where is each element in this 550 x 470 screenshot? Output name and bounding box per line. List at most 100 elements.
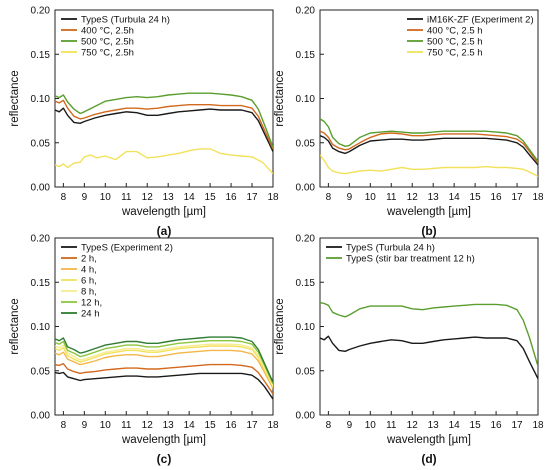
x-tick-label: 13 (163, 192, 175, 203)
series-line-4 (55, 345, 273, 388)
series-group (55, 336, 273, 400)
x-tick-label: 12 (407, 420, 419, 431)
x-axis-label: wavelength [µm] (386, 434, 471, 446)
x-tick-label: 14 (184, 192, 196, 203)
y-tick-label: 0.15 (296, 50, 316, 61)
panel-label: (d) (421, 452, 436, 466)
legend-entry: iM16K-ZF (Experiment 2) (427, 14, 534, 25)
y-tick-label: 0.00 (31, 183, 51, 194)
series-group (320, 301, 538, 380)
x-tick-label: 12 (407, 192, 419, 203)
legend-entry: TypeS (Turbula 24 h) (346, 242, 435, 253)
x-tick-label: 8 (326, 192, 332, 203)
y-tick-label: 0.10 (296, 94, 316, 105)
y-tick-label: 0.00 (296, 183, 316, 194)
legend-entry: 24 h (81, 308, 100, 319)
x-tick-label: 13 (163, 420, 175, 431)
x-tick-label: 12 (142, 192, 154, 203)
series-line-3 (55, 349, 273, 389)
x-tick-label: 18 (532, 192, 544, 203)
x-tick-label: 14 (184, 420, 196, 431)
plot-frame (319, 237, 539, 416)
x-tick-label: 9 (347, 420, 353, 431)
series-group (55, 92, 273, 175)
legend: iM16K-ZF (Experiment 2)400 °C, 2.5 h500 … (407, 14, 534, 58)
series-line-2 (320, 301, 538, 367)
x-tick-label: 11 (386, 192, 397, 203)
legend-entry: 400 °C, 2.5h (81, 25, 134, 36)
x-tick-label: 16 (491, 192, 503, 203)
series-line-2 (55, 363, 273, 395)
x-tick-label: 10 (100, 192, 112, 203)
legend-entry: 6 h, (81, 275, 97, 286)
x-tick-label: 10 (100, 420, 112, 431)
y-axis-label: reflectance (274, 298, 286, 354)
panel-label: (c) (157, 452, 172, 466)
series-line-7 (55, 336, 273, 383)
y-tick-label: 0.10 (31, 94, 51, 105)
x-tick-label: 9 (82, 192, 88, 203)
chart-panel-1: 0.00 0.05 0.10 0.15 0.20 8 9 10 11 12 13 14 15 16 17 18… (9, 6, 279, 239)
x-tick-label: 13 (428, 192, 440, 203)
legend-entry: 750 °C, 2.5 h (427, 47, 483, 58)
x-tick-label: 18 (532, 420, 544, 431)
y-tick-label: 0.15 (31, 50, 51, 61)
x-tick-label: 17 (511, 420, 523, 431)
legend-entry: 400 °C, 2.5 h (427, 25, 483, 36)
legend-entry: TypeS (stir bar treatment 12 h) (346, 253, 475, 264)
x-tick-label: 18 (267, 192, 279, 203)
y-tick-label: 0.10 (31, 322, 51, 333)
x-tick-label: 17 (246, 420, 258, 431)
legend: TypeS (Experiment 2)2 h,4 h,6 h,8 h,12 h… (61, 242, 173, 319)
x-tick-label: 18 (267, 420, 279, 431)
panel-label: (a) (157, 224, 172, 238)
series-line-4 (320, 154, 538, 178)
legend-entry: 4 h, (81, 264, 97, 275)
x-tick-label: 11 (121, 420, 132, 431)
x-tick-label: 16 (491, 420, 503, 431)
chart-panel-3: 0.00 0.05 0.10 0.15 0.20 8 9 10 11 12 13 14 15 16 17 18… (9, 234, 279, 467)
y-tick-label: 0.05 (296, 366, 316, 377)
series-group (320, 118, 538, 178)
y-tick-label: 0.05 (296, 138, 316, 149)
x-tick-label: 15 (470, 420, 482, 431)
y-tick-label: 0.05 (31, 138, 51, 149)
x-tick-label: 9 (347, 192, 353, 203)
x-tick-label: 9 (82, 420, 88, 431)
series-line-3 (55, 92, 273, 148)
y-tick-label: 0.15 (31, 278, 51, 289)
legend-entry: TypeS (Experiment 2) (81, 242, 173, 253)
x-tick-label: 17 (511, 192, 523, 203)
y-tick-label: 0.20 (296, 6, 316, 17)
x-tick-label: 8 (326, 420, 332, 431)
x-tick-label: 14 (449, 192, 461, 203)
legend-entry: 500 °C, 2.5h (81, 36, 134, 47)
x-tick-label: 10 (365, 420, 377, 431)
y-tick-label: 0.15 (296, 278, 316, 289)
x-tick-label: 15 (205, 420, 217, 431)
legend-entry: 8 h, (81, 286, 97, 297)
x-tick-label: 15 (205, 192, 217, 203)
y-tick-label: 0.20 (31, 6, 51, 17)
x-axis-label: wavelength [µm] (386, 206, 471, 218)
legend-entry: 12 h, (81, 297, 102, 308)
y-axis-label: reflectance (9, 298, 21, 354)
x-tick-label: 10 (365, 192, 377, 203)
series-line-5 (55, 343, 273, 387)
series-line-6 (55, 340, 273, 385)
series-line-3 (320, 118, 538, 162)
y-axis-label: reflectance (274, 70, 286, 126)
y-axis-label: reflectance (9, 70, 21, 126)
series-line-1 (320, 335, 538, 380)
y-tick-label: 0.10 (296, 322, 316, 333)
series-line-1 (320, 135, 538, 166)
series-line-4 (55, 148, 273, 175)
chart-panel-4: 0.00 0.05 0.10 0.15 0.20 8 9 10 11 12 13 14 15 16 17 18… (274, 234, 544, 467)
x-tick-label: 13 (428, 420, 440, 431)
x-tick-label: 8 (61, 420, 67, 431)
legend-entry: 500 °C, 2.5 h (427, 36, 483, 47)
x-axis-label: wavelength [µm] (121, 206, 206, 218)
y-tick-label: 0.20 (296, 234, 316, 245)
